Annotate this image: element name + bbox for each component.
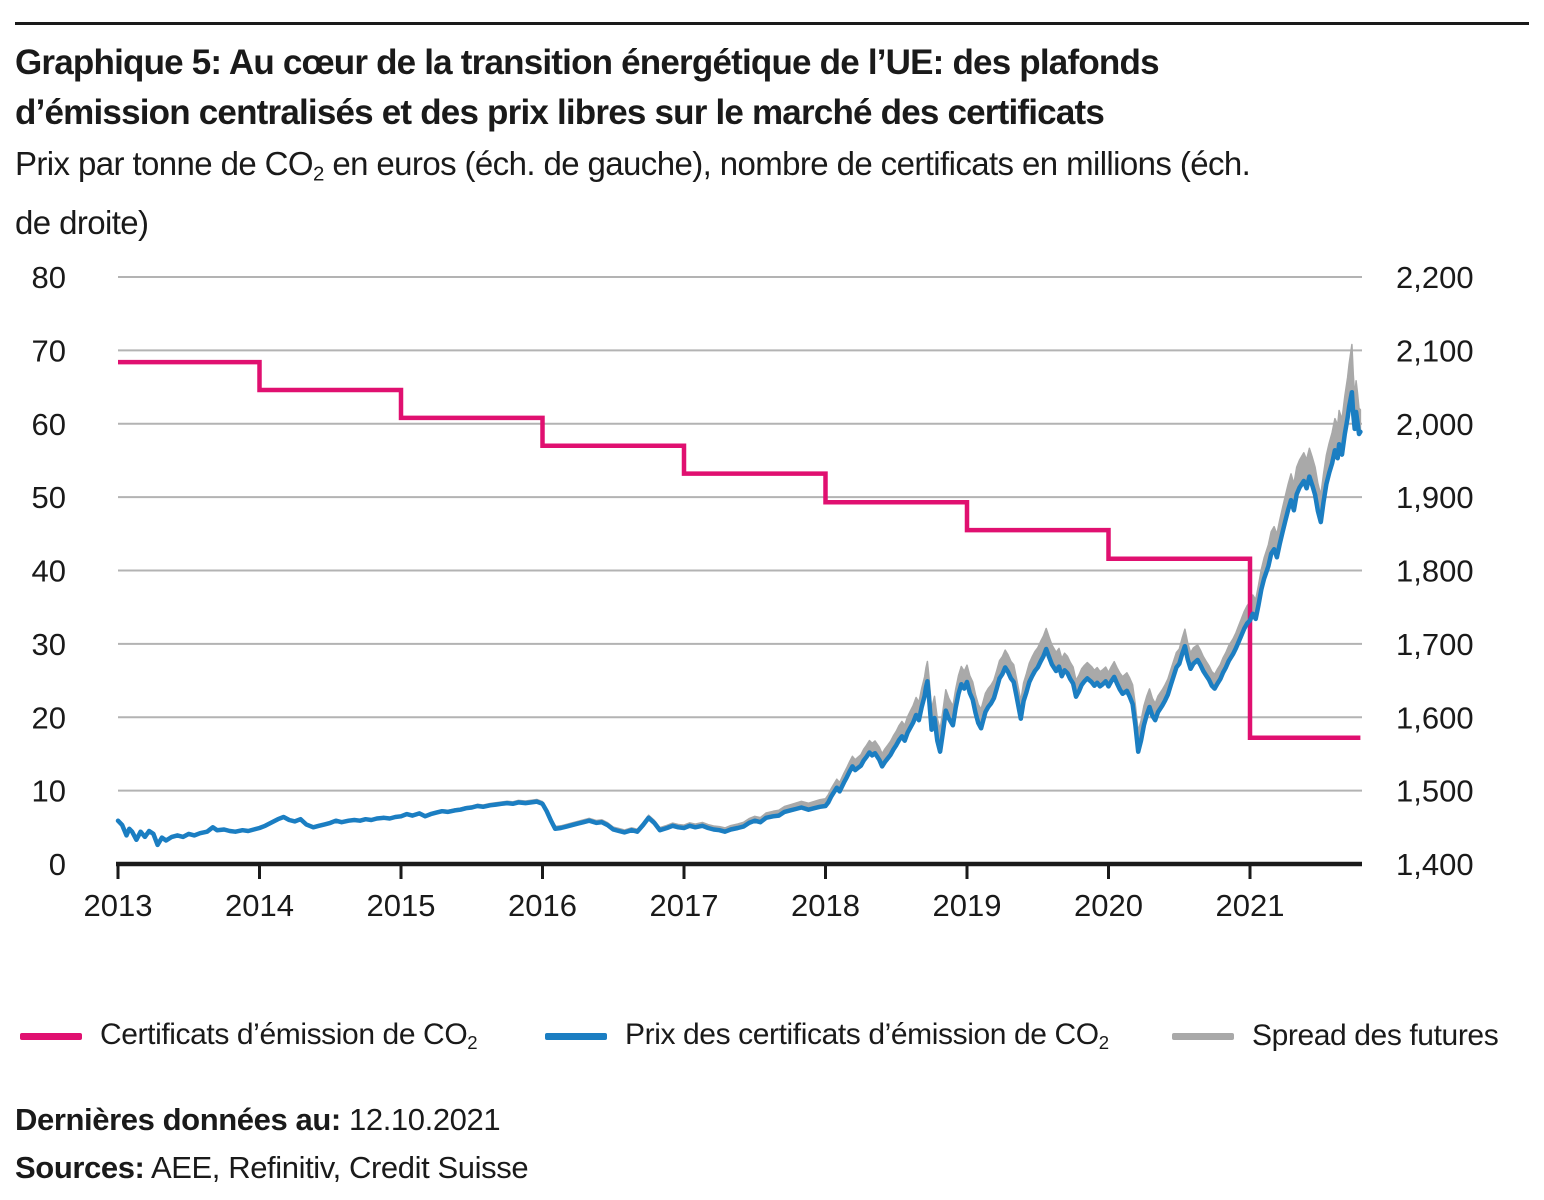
left-axis-tick-label: 20 bbox=[32, 700, 66, 735]
right-axis-tick-label: 2,200 bbox=[1396, 260, 1474, 295]
left-axis-tick-label: 40 bbox=[32, 554, 66, 589]
sources-row: Sources: AEE, Refinitiv, Credit Suisse bbox=[15, 1144, 1515, 1192]
x-axis-tick-label: 2017 bbox=[650, 888, 719, 923]
last-data-value: 12.10.2021 bbox=[340, 1102, 501, 1137]
subtitle-text: Prix par tonne de CO bbox=[15, 145, 314, 182]
x-axis-tick-label: 2021 bbox=[1216, 888, 1285, 923]
x-axis-tick-label: 2013 bbox=[84, 888, 153, 923]
chart-header: Graphique 5: Au cœur de la transition én… bbox=[15, 38, 1537, 247]
x-axis-tick-label: 2020 bbox=[1074, 888, 1143, 923]
subtitle-subscript: 2 bbox=[313, 162, 324, 186]
x-axis-tick-label: 2015 bbox=[367, 888, 436, 923]
x-axis-tick-label: 2016 bbox=[508, 888, 577, 923]
price-line-swatch bbox=[545, 1032, 607, 1040]
right-axis-tick-label: 1,600 bbox=[1396, 700, 1474, 735]
chart-subtitle: Prix par tonne de CO2 en euros (éch. de … bbox=[15, 140, 1537, 247]
series-cap-step-line bbox=[118, 359, 1361, 741]
left-axis-tick-label: 50 bbox=[32, 480, 66, 515]
right-axis-tick-label: 1,500 bbox=[1396, 774, 1474, 809]
series-spread-band bbox=[117, 343, 1362, 846]
sources-value: AEE, Refinitiv, Credit Suisse bbox=[144, 1150, 529, 1185]
legend-label-spread: Spread des futures bbox=[1252, 1019, 1499, 1052]
spread-line-swatch bbox=[1172, 1032, 1234, 1040]
right-axis-tick-label: 1,400 bbox=[1396, 847, 1474, 882]
right-axis-tick-label: 1,800 bbox=[1396, 554, 1474, 589]
last-data-row: Dernières données au: 12.10.2021 bbox=[15, 1096, 1515, 1144]
cap-line-swatch bbox=[20, 1032, 82, 1040]
page-title-line1: Graphique 5: Au cœur de la transition én… bbox=[15, 43, 1160, 82]
legend-item-price: Prix des certificats d’émission de CO2 bbox=[545, 1018, 1109, 1054]
x-axis-tick-label: 2018 bbox=[791, 888, 860, 923]
line-chart: 0 10 20 30 40 50 60 70 80 1,400 1,500 1,600 1,700 1,8… bbox=[32, 260, 1474, 923]
x-axis-tick-label: 2014 bbox=[225, 888, 294, 923]
left-axis-tick-label: 10 bbox=[32, 774, 66, 809]
right-axis-tick-label: 2,000 bbox=[1396, 407, 1474, 442]
chart-legend: Certificats d’émission de CO2 Prix des c… bbox=[0, 1018, 1544, 1058]
left-axis-tick-label: 60 bbox=[32, 407, 66, 442]
series-price-line bbox=[115, 389, 1363, 848]
left-axis-tick-label: 0 bbox=[49, 847, 66, 882]
x-axis-tick-label: 2019 bbox=[933, 888, 1002, 923]
legend-item-cap: Certificats d’émission de CO2 bbox=[20, 1017, 478, 1054]
chart-footer: Dernières données au: 12.10.2021 Sources… bbox=[15, 1096, 1515, 1192]
right-axis-tick-label: 1,700 bbox=[1396, 627, 1474, 662]
left-axis-tick-label: 70 bbox=[32, 333, 66, 368]
legend-label-cap: Certificats d’émission de CO2 bbox=[100, 1017, 478, 1054]
left-axis-tick-label: 30 bbox=[32, 627, 66, 662]
subtitle-text-2: en euros (éch. de gauche), nombre de cer… bbox=[323, 145, 1251, 182]
left-axis-tick-label: 80 bbox=[32, 260, 66, 295]
last-data-label: Dernières données au: bbox=[15, 1102, 341, 1137]
page-title-line2: d’émission centralisés et des prix libre… bbox=[15, 93, 1105, 132]
right-axis-tick-label: 1,900 bbox=[1396, 480, 1474, 515]
top-rule bbox=[15, 22, 1529, 25]
subtitle-text-3: de droite) bbox=[15, 203, 149, 241]
sources-label: Sources: bbox=[15, 1150, 145, 1185]
legend-label-price: Prix des certificats d’émission de CO2 bbox=[625, 1017, 1109, 1054]
legend-item-spread: Spread des futures bbox=[1172, 1018, 1499, 1054]
right-axis-tick-label: 2,100 bbox=[1396, 333, 1474, 368]
